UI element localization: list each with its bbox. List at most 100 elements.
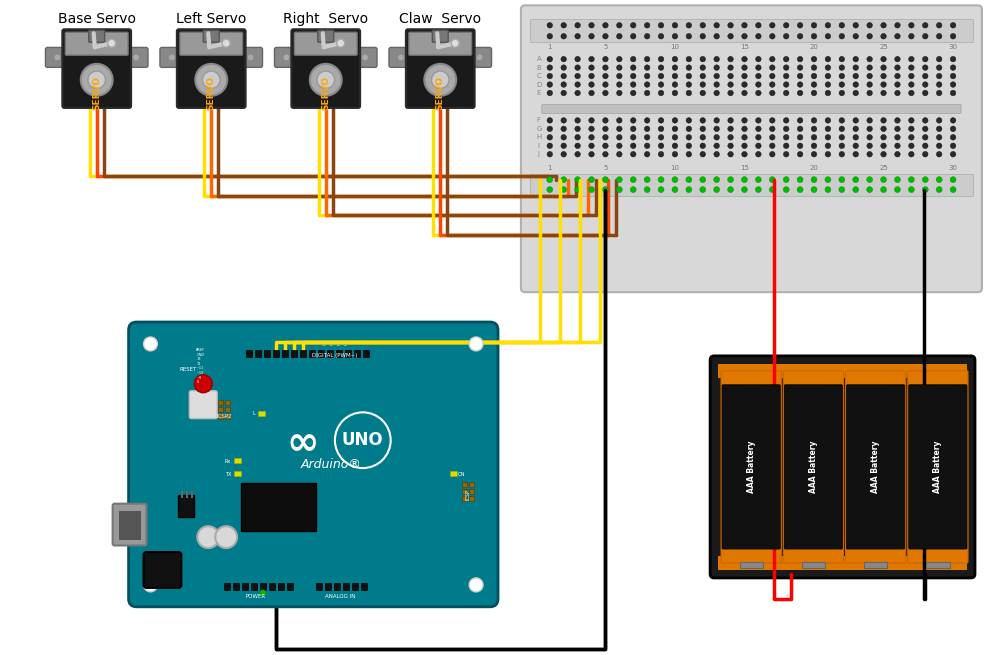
Circle shape: [547, 65, 553, 70]
Bar: [234, 471, 241, 476]
Circle shape: [616, 177, 622, 183]
Circle shape: [589, 177, 594, 183]
Circle shape: [672, 90, 678, 96]
Circle shape: [672, 187, 678, 193]
Circle shape: [630, 187, 636, 193]
FancyBboxPatch shape: [177, 29, 246, 108]
Circle shape: [922, 73, 928, 79]
Circle shape: [839, 126, 845, 132]
Text: 30: 30: [949, 44, 958, 50]
Text: 20: 20: [810, 164, 818, 171]
Circle shape: [742, 33, 747, 39]
Circle shape: [700, 56, 706, 62]
Text: AAA Battery: AAA Battery: [871, 441, 880, 493]
Text: B: B: [536, 65, 541, 71]
Circle shape: [922, 187, 928, 193]
FancyBboxPatch shape: [129, 322, 498, 607]
Circle shape: [561, 73, 566, 79]
Text: E: E: [537, 90, 541, 96]
Circle shape: [700, 134, 706, 140]
Circle shape: [469, 578, 483, 592]
Circle shape: [770, 151, 775, 157]
Circle shape: [811, 177, 817, 183]
Circle shape: [909, 151, 914, 157]
Circle shape: [728, 187, 734, 193]
Circle shape: [922, 143, 928, 149]
Circle shape: [825, 151, 831, 157]
Circle shape: [839, 65, 845, 70]
Circle shape: [617, 33, 622, 39]
Circle shape: [922, 151, 928, 157]
Circle shape: [630, 22, 636, 28]
Circle shape: [922, 22, 928, 28]
Bar: [343, 583, 349, 590]
Circle shape: [811, 134, 817, 140]
Text: 30: 30: [949, 164, 958, 171]
Circle shape: [644, 82, 650, 87]
Text: 10: 10: [670, 44, 679, 50]
Text: G: G: [536, 126, 542, 132]
Circle shape: [630, 177, 636, 183]
Circle shape: [881, 118, 886, 123]
Circle shape: [797, 143, 803, 149]
Bar: [218, 400, 223, 405]
Circle shape: [714, 33, 719, 39]
FancyBboxPatch shape: [721, 371, 781, 563]
Circle shape: [922, 90, 928, 96]
Circle shape: [547, 82, 553, 87]
Circle shape: [797, 151, 803, 157]
Circle shape: [431, 71, 449, 88]
Circle shape: [547, 126, 553, 132]
FancyBboxPatch shape: [239, 47, 263, 67]
Text: J: J: [538, 151, 540, 157]
Circle shape: [728, 126, 733, 132]
Circle shape: [337, 39, 345, 47]
FancyBboxPatch shape: [274, 47, 298, 67]
Circle shape: [686, 82, 692, 87]
Bar: [462, 481, 467, 487]
Circle shape: [630, 134, 636, 140]
Circle shape: [644, 177, 650, 183]
Text: SERVO: SERVO: [207, 76, 216, 110]
Bar: [242, 583, 248, 590]
Circle shape: [362, 54, 369, 61]
Circle shape: [770, 118, 775, 123]
Text: UNO: UNO: [342, 431, 384, 449]
Circle shape: [700, 187, 706, 193]
Circle shape: [700, 151, 706, 157]
Circle shape: [881, 126, 886, 132]
Circle shape: [603, 126, 608, 132]
Circle shape: [881, 134, 886, 140]
Circle shape: [602, 177, 608, 183]
Bar: [363, 350, 369, 357]
Circle shape: [658, 73, 664, 79]
Bar: [354, 350, 360, 357]
Circle shape: [603, 90, 608, 96]
Circle shape: [867, 151, 872, 157]
Circle shape: [658, 126, 664, 132]
Circle shape: [811, 151, 817, 157]
Circle shape: [825, 82, 831, 87]
FancyBboxPatch shape: [113, 504, 147, 546]
Bar: [225, 414, 230, 419]
Circle shape: [644, 33, 650, 39]
Circle shape: [195, 64, 227, 96]
Circle shape: [936, 56, 942, 62]
Bar: [530, 174, 973, 196]
Circle shape: [783, 65, 789, 70]
Circle shape: [658, 151, 664, 157]
Bar: [241, 483, 316, 531]
Circle shape: [575, 134, 580, 140]
Circle shape: [881, 177, 887, 183]
Circle shape: [783, 56, 789, 62]
Bar: [119, 511, 141, 540]
Circle shape: [783, 90, 789, 96]
FancyBboxPatch shape: [710, 356, 975, 578]
Circle shape: [575, 118, 580, 123]
FancyBboxPatch shape: [318, 30, 334, 42]
Text: Base Servo: Base Servo: [58, 12, 136, 26]
Circle shape: [700, 22, 706, 28]
Text: RESET: RESET: [180, 367, 197, 372]
FancyBboxPatch shape: [62, 29, 131, 108]
Circle shape: [756, 90, 761, 96]
